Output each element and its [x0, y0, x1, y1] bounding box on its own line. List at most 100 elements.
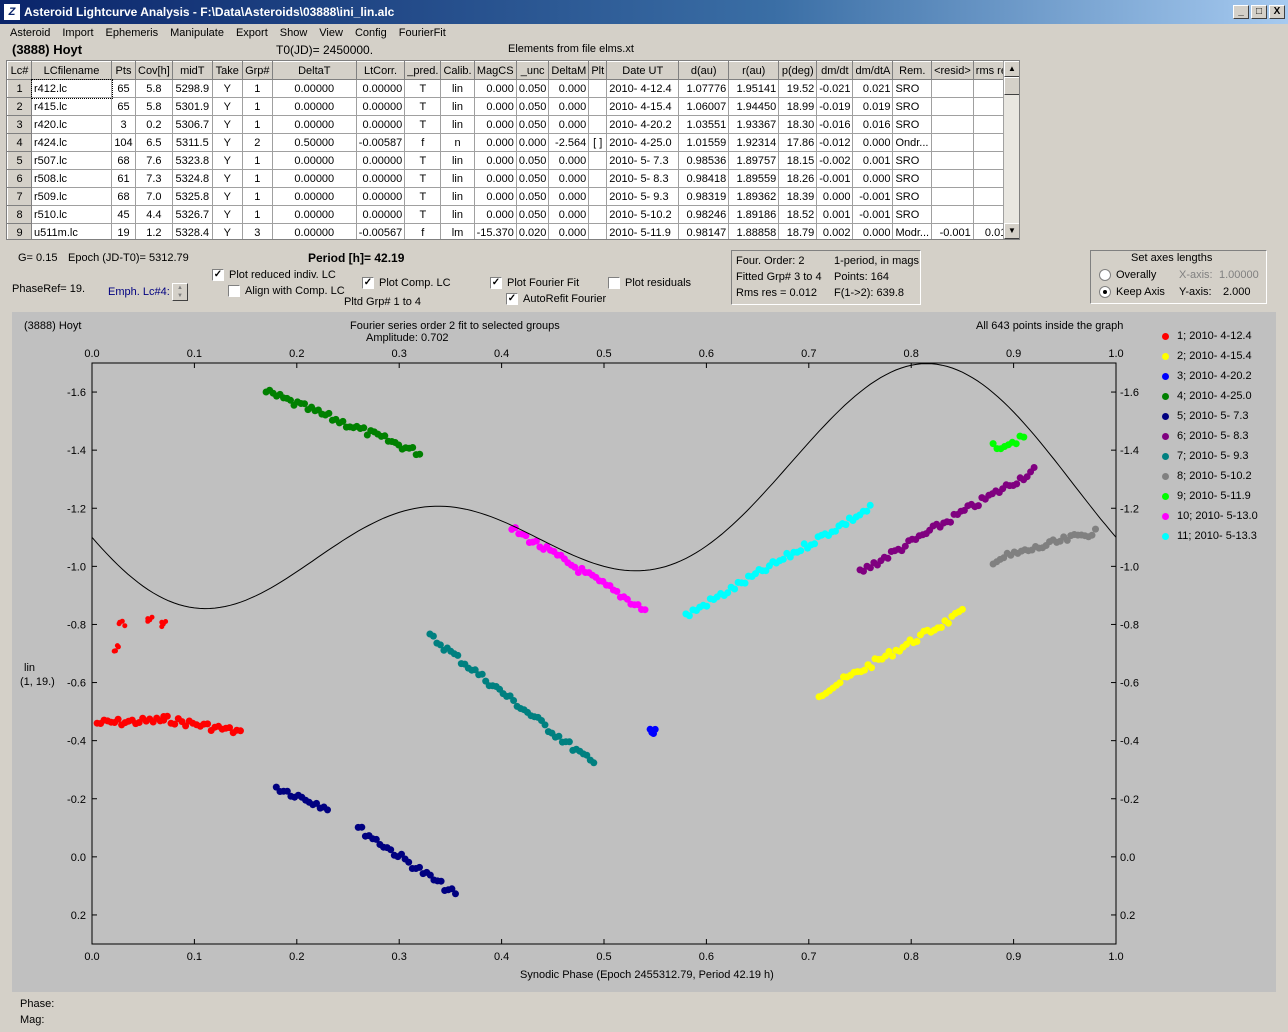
table-cell[interactable]: 18.39 — [778, 187, 818, 206]
table-cell[interactable]: 1.06007 — [678, 97, 730, 116]
table-cell[interactable]: 0.000 — [548, 151, 590, 170]
table-cell[interactable]: Y — [211, 79, 243, 98]
table-cell[interactable]: 0.050 — [515, 97, 550, 116]
column-header[interactable]: Rem. — [892, 61, 933, 80]
table-cell[interactable]: r415.lc — [31, 97, 112, 116]
table-cell[interactable]: 0.000 — [515, 133, 550, 152]
column-header[interactable]: d(au) — [678, 61, 730, 80]
table-cell[interactable]: 2010- 5-10.2 — [606, 205, 680, 224]
table-cell[interactable]: lin — [440, 169, 475, 188]
table-cell[interactable]: -15.370 — [473, 223, 517, 239]
table-cell[interactable]: 0.000 — [473, 151, 517, 170]
table-cell[interactable]: Y — [211, 187, 243, 206]
table-cell[interactable]: 0.00000 — [271, 97, 357, 116]
table-cell[interactable]: 6.5 — [135, 133, 173, 152]
table-cell[interactable]: 18.99 — [778, 97, 818, 116]
table-cell[interactable] — [588, 79, 608, 98]
menu-fourierfit[interactable]: FourierFit — [398, 26, 446, 39]
table-cell[interactable]: 4 — [7, 133, 32, 152]
column-header[interactable]: Date UT — [606, 61, 680, 80]
column-header[interactable]: dm/dtA — [852, 61, 894, 80]
table-cell[interactable]: 0.050 — [515, 115, 550, 134]
table-cell[interactable]: 0.000 — [473, 133, 517, 152]
table-cell[interactable]: 0.000 — [852, 169, 894, 188]
table-cell[interactable]: -0.001 — [852, 205, 894, 224]
table-cell[interactable]: 0.000 — [473, 115, 517, 134]
table-cell[interactable]: lin — [440, 97, 475, 116]
table-cell[interactable]: 2 — [241, 133, 273, 152]
column-header[interactable]: Cov[h] — [135, 61, 173, 80]
table-cell[interactable]: lm — [440, 223, 475, 239]
table-cell[interactable]: r507.lc — [31, 151, 112, 170]
table-cell[interactable]: n — [440, 133, 475, 152]
table-cell[interactable]: lin — [440, 151, 475, 170]
table-cell[interactable]: 0.00000 — [271, 169, 357, 188]
table-cell[interactable]: 65 — [111, 79, 136, 98]
table-cell[interactable]: 0.000 — [816, 187, 854, 206]
table-cell[interactable]: 1 — [241, 79, 273, 98]
table-cell[interactable]: Y — [211, 169, 243, 188]
table-cell[interactable]: -2.564 — [548, 133, 590, 152]
menu-export[interactable]: Export — [235, 26, 268, 39]
table-cell[interactable]: 6 — [7, 169, 32, 188]
table-cell[interactable]: 0.98147 — [678, 223, 730, 239]
table-cell[interactable]: -0.001 — [852, 187, 894, 206]
table-cell[interactable]: 0.001 — [816, 205, 854, 224]
table-cell[interactable]: 7.3 — [135, 169, 173, 188]
table-cell[interactable]: 1.89757 — [728, 151, 780, 170]
column-header[interactable]: MagCS — [473, 61, 517, 80]
table-cell[interactable]: Y — [211, 205, 243, 224]
table-cell[interactable]: 0.00000 — [271, 187, 357, 206]
table-cell[interactable]: T — [404, 97, 442, 116]
table-cell[interactable]: SRO — [892, 151, 933, 170]
table-cell[interactable]: -0.012 — [816, 133, 854, 152]
table-cell[interactable]: lin — [440, 79, 475, 98]
table-cell[interactable]: 2010- 5- 9.3 — [606, 187, 680, 206]
table-cell[interactable]: T — [404, 187, 442, 206]
plot-reduced-checkbox[interactable]: ✓ Plot reduced indiv. LC — [212, 269, 336, 281]
table-cell[interactable]: 3 — [241, 223, 273, 239]
table-cell[interactable]: 0.050 — [515, 169, 550, 188]
table-cell[interactable]: 5324.8 — [171, 169, 213, 188]
align-comp-box[interactable] — [228, 285, 240, 297]
table-cell[interactable] — [588, 223, 608, 239]
table-cell[interactable]: 4.4 — [135, 205, 173, 224]
maximize-button[interactable]: □ — [1251, 5, 1267, 19]
table-cell[interactable]: SRO — [892, 187, 933, 206]
table-cell[interactable]: -0.002 — [816, 151, 854, 170]
table-cell[interactable]: 2010- 5- 7.3 — [606, 151, 680, 170]
table-cell[interactable]: 0.000 — [473, 169, 517, 188]
table-cell[interactable]: r412.lc — [30, 78, 113, 99]
table-cell[interactable]: 1 — [241, 187, 273, 206]
table-cell[interactable]: 0.000 — [548, 115, 590, 134]
table-cell[interactable]: 68 — [111, 187, 136, 206]
table-cell[interactable]: 1.03551 — [678, 115, 730, 134]
table-cell[interactable]: 1.2 — [135, 223, 173, 239]
table-cell[interactable]: T — [404, 79, 442, 98]
table-cell[interactable]: 0.98418 — [678, 169, 730, 188]
table-cell[interactable] — [588, 205, 608, 224]
table-cell[interactable]: T — [404, 205, 442, 224]
table-cell[interactable]: 65 — [111, 97, 136, 116]
table-scrollbar[interactable]: ▲ ▼ — [1003, 61, 1019, 239]
table-row[interactable]: 4 r424.lc 104 6.5 5311.5 Y 2 0.50000 -0.00587 f n 0… — [7, 133, 1016, 152]
scroll-down-icon[interactable]: ▼ — [1004, 223, 1019, 239]
y-axis-value[interactable]: 2.000 — [1223, 286, 1251, 298]
table-cell[interactable]: 1 — [241, 169, 273, 188]
table-cell[interactable]: 0.019 — [852, 97, 894, 116]
table-cell[interactable]: 0.00000 — [355, 115, 406, 134]
table-cell[interactable]: 45 — [111, 205, 136, 224]
emph-spinner[interactable]: ▲ ▼ — [172, 283, 188, 301]
table-cell[interactable]: 18.26 — [778, 169, 818, 188]
table-cell[interactable]: 0.016 — [852, 115, 894, 134]
table-cell[interactable]: 5.8 — [135, 79, 173, 98]
table-cell[interactable] — [931, 115, 974, 134]
table-cell[interactable]: 18.15 — [778, 151, 818, 170]
table-cell[interactable]: Y — [211, 133, 243, 152]
column-header[interactable]: Lc# — [7, 61, 32, 80]
table-cell[interactable]: 19.52 — [778, 79, 818, 98]
column-header[interactable]: Plt — [588, 61, 608, 80]
column-header[interactable]: LCfilename — [31, 61, 112, 80]
table-cell[interactable]: 1 — [7, 79, 32, 98]
